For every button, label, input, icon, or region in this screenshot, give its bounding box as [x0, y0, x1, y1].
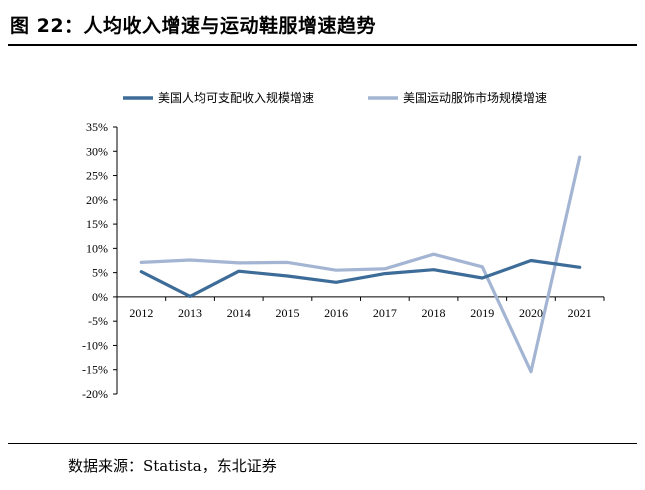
- legend-label: 美国人均可支配收入规模增速: [158, 90, 314, 105]
- y-tick-label: 5%: [92, 266, 108, 280]
- x-tick-label: 2017: [373, 306, 397, 320]
- series-line-income: [139, 258, 582, 298]
- figure-title: 图 22：人均收入增速与运动鞋服增速趋势: [10, 15, 377, 37]
- y-tick-label: 20%: [86, 193, 108, 207]
- y-tick-label: 0%: [92, 290, 108, 304]
- y-tick-label: 25%: [86, 169, 108, 183]
- x-tick-label: 2012: [129, 306, 153, 320]
- x-tick-label: 2018: [422, 306, 446, 320]
- y-tick-label: 30%: [86, 144, 108, 158]
- y-tick-label: -10%: [82, 338, 108, 352]
- y-tick-label: -15%: [82, 363, 108, 377]
- y-tick-label: 15%: [86, 217, 108, 231]
- x-axis: 2012 2013 2014 2015 2016 2017 2018 2019 2020 2021: [116, 296, 605, 320]
- source-rule: [8, 443, 637, 444]
- x-tick-label: 2021: [568, 306, 592, 320]
- y-axis: 35% 30% 25% 20% 15% 10% 5% 0% -5% -10% -15% -20%: [82, 120, 118, 401]
- y-tick-label: -20%: [82, 387, 108, 401]
- x-tick-label: 2014: [227, 306, 251, 320]
- x-tick-label: 2020: [519, 306, 543, 320]
- x-tick-label: 2013: [178, 306, 202, 320]
- legend-label: 美国运动服饰市场规模增速: [403, 90, 547, 105]
- title-rule: [8, 44, 637, 46]
- x-tick-label: 2019: [470, 306, 494, 320]
- legend: 美国人均可支配收入规模增速 美国运动服饰市场规模增速: [123, 90, 547, 105]
- y-tick-label: -5%: [88, 314, 108, 328]
- source-note: 数据来源：Statista，东北证券: [68, 457, 277, 475]
- series-line-apparel: [139, 155, 582, 374]
- series-group: [139, 155, 582, 374]
- y-tick-label: 10%: [86, 241, 108, 255]
- y-tick-label: 35%: [86, 120, 108, 134]
- x-tick-label: 2015: [275, 306, 299, 320]
- x-tick-label: 2016: [324, 306, 348, 320]
